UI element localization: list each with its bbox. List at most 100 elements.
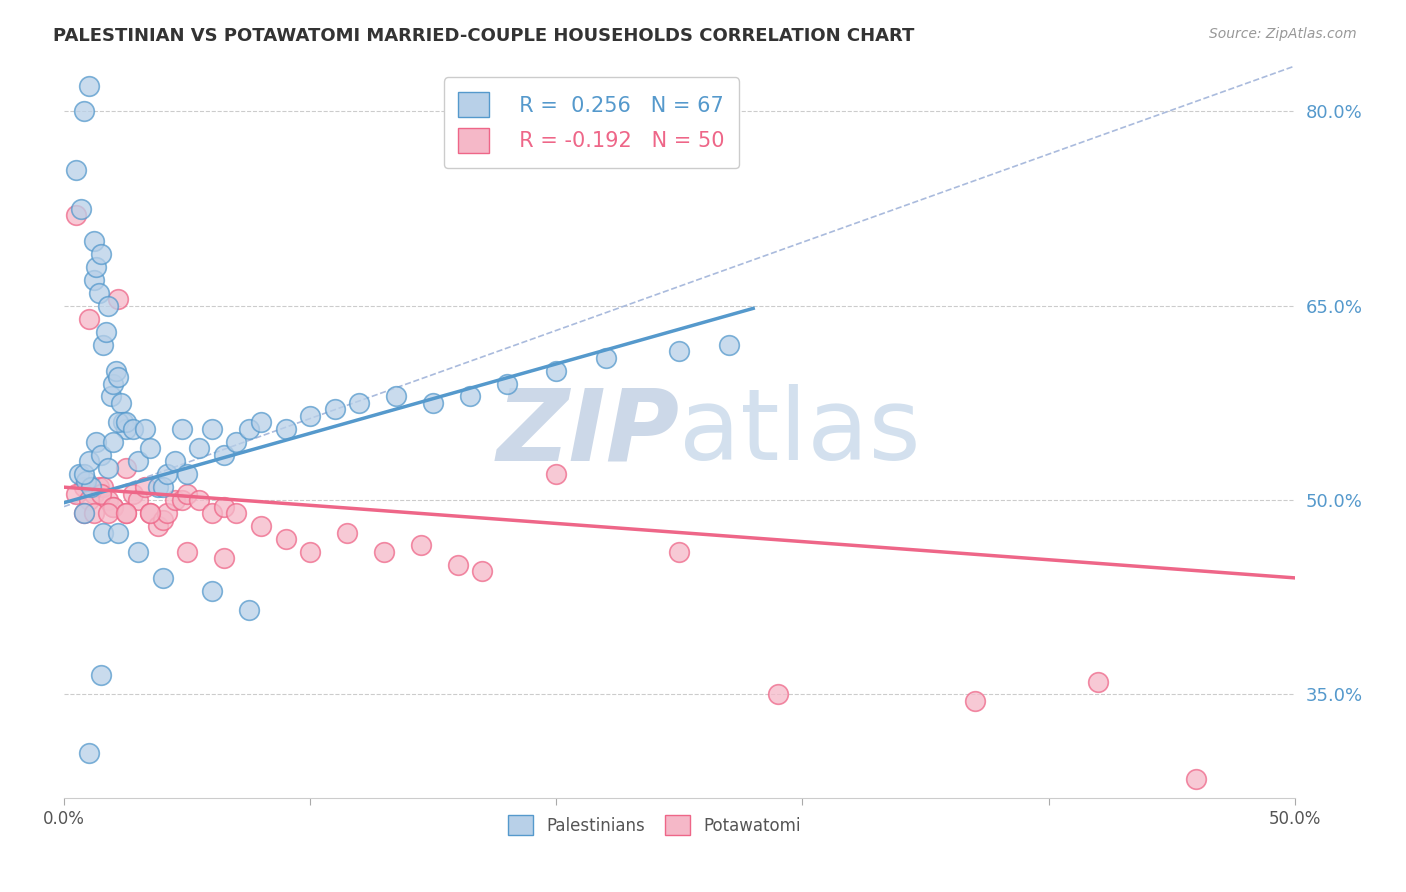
- Legend: Palestinians, Potawatomi: Palestinians, Potawatomi: [498, 805, 811, 846]
- Point: [496, 376, 519, 391]
- Point: [373, 545, 395, 559]
- Point: [97, 460, 120, 475]
- Point: [112, 416, 135, 430]
- Point: [156, 467, 179, 482]
- Point: [90, 486, 112, 500]
- Point: [127, 545, 149, 559]
- Point: [114, 416, 136, 430]
- Text: PALESTINIAN VS POTAWATOMI MARRIED-COUPLE HOUSEHOLDS CORRELATION CHART: PALESTINIAN VS POTAWATOMI MARRIED-COUPLE…: [53, 27, 915, 45]
- Point: [146, 519, 169, 533]
- Point: [225, 434, 247, 449]
- Point: [122, 422, 145, 436]
- Point: [110, 396, 132, 410]
- Point: [250, 519, 273, 533]
- Point: [103, 500, 125, 514]
- Point: [238, 603, 260, 617]
- Point: [93, 337, 115, 351]
- Point: [65, 208, 87, 222]
- Point: [90, 668, 112, 682]
- Point: [73, 104, 96, 119]
- Point: [90, 448, 112, 462]
- Point: [1087, 674, 1109, 689]
- Point: [134, 480, 156, 494]
- Point: [152, 480, 174, 494]
- Point: [83, 506, 105, 520]
- Point: [73, 506, 96, 520]
- Point: [67, 467, 90, 482]
- Point: [73, 480, 96, 494]
- Point: [134, 422, 156, 436]
- Point: [668, 545, 690, 559]
- Point: [546, 467, 568, 482]
- Point: [274, 532, 297, 546]
- Point: [107, 416, 129, 430]
- Point: [100, 389, 122, 403]
- Point: [83, 486, 105, 500]
- Point: [225, 506, 247, 520]
- Point: [471, 565, 494, 579]
- Point: [73, 467, 96, 482]
- Point: [188, 493, 211, 508]
- Point: [1185, 772, 1208, 786]
- Point: [97, 493, 120, 508]
- Point: [77, 493, 100, 508]
- Point: [172, 422, 194, 436]
- Point: [385, 389, 408, 403]
- Point: [104, 363, 127, 377]
- Point: [201, 583, 224, 598]
- Point: [152, 571, 174, 585]
- Point: [595, 351, 617, 365]
- Point: [97, 506, 120, 520]
- Point: [77, 311, 100, 326]
- Point: [336, 525, 359, 540]
- Point: [83, 273, 105, 287]
- Point: [766, 688, 789, 702]
- Point: [176, 486, 198, 500]
- Point: [176, 545, 198, 559]
- Point: [65, 486, 87, 500]
- Text: ZIP: ZIP: [496, 384, 679, 481]
- Point: [103, 434, 125, 449]
- Point: [212, 551, 235, 566]
- Point: [84, 260, 107, 274]
- Point: [409, 539, 432, 553]
- Point: [163, 454, 186, 468]
- Point: [163, 493, 186, 508]
- Point: [80, 480, 103, 494]
- Point: [546, 363, 568, 377]
- Point: [212, 500, 235, 514]
- Point: [87, 480, 110, 494]
- Point: [97, 299, 120, 313]
- Point: [103, 500, 125, 514]
- Point: [107, 525, 129, 540]
- Point: [447, 558, 470, 572]
- Point: [201, 506, 224, 520]
- Point: [114, 506, 136, 520]
- Point: [299, 545, 322, 559]
- Point: [323, 402, 346, 417]
- Point: [65, 162, 87, 177]
- Point: [349, 396, 371, 410]
- Point: [668, 344, 690, 359]
- Point: [152, 512, 174, 526]
- Point: [93, 480, 115, 494]
- Point: [77, 746, 100, 760]
- Point: [94, 325, 117, 339]
- Point: [458, 389, 481, 403]
- Point: [717, 337, 740, 351]
- Point: [73, 506, 96, 520]
- Point: [176, 467, 198, 482]
- Point: [212, 448, 235, 462]
- Point: [127, 493, 149, 508]
- Point: [139, 506, 162, 520]
- Point: [90, 247, 112, 261]
- Point: [963, 694, 986, 708]
- Point: [103, 376, 125, 391]
- Text: Source: ZipAtlas.com: Source: ZipAtlas.com: [1209, 27, 1357, 41]
- Point: [75, 474, 97, 488]
- Point: [77, 78, 100, 93]
- Point: [114, 506, 136, 520]
- Point: [299, 409, 322, 423]
- Point: [77, 454, 100, 468]
- Point: [83, 234, 105, 248]
